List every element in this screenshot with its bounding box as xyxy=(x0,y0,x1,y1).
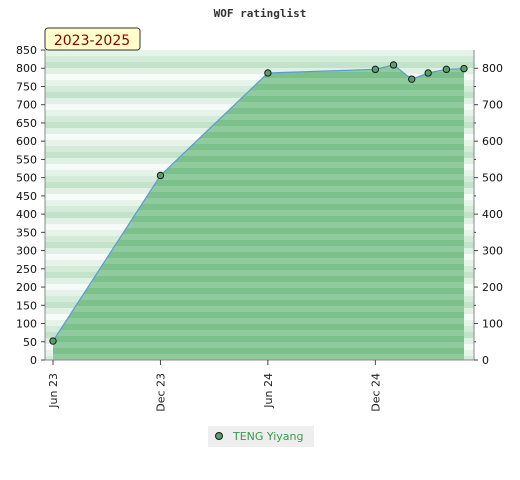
x-tick-label: Jun 23 xyxy=(47,373,60,409)
legend[interactable]: TENG Yiyang xyxy=(208,426,314,447)
y-tick-label-left: 350 xyxy=(16,226,37,239)
y-tick-label-left: 550 xyxy=(16,153,37,166)
y-tick-label-left: 300 xyxy=(16,245,37,258)
date-range-label: 2023-2025 xyxy=(54,33,130,49)
y-tick-label-left: 200 xyxy=(16,281,37,294)
y-tick-label-left: 400 xyxy=(16,208,37,221)
marker-layer xyxy=(49,61,468,345)
y-tick-label-left: 450 xyxy=(16,190,37,203)
legend-marker-icon xyxy=(215,432,223,440)
plot-band xyxy=(45,56,474,62)
legend-background xyxy=(208,426,314,447)
chart-title: WOF ratinglist xyxy=(214,7,307,20)
plot-band xyxy=(45,74,474,80)
data-point xyxy=(371,65,380,74)
series-area xyxy=(53,64,464,360)
y-tick-label-right: 300 xyxy=(482,245,503,258)
date-range-badge-box xyxy=(44,27,141,51)
y-tick-label-right: 400 xyxy=(482,208,503,221)
data-point xyxy=(389,61,398,69)
y-tick-label-right: 200 xyxy=(482,281,503,294)
data-point xyxy=(460,64,468,73)
y-tick-label-left: 800 xyxy=(16,62,37,75)
y-tick-label-left: 150 xyxy=(16,299,37,312)
y-tick-label-left: 600 xyxy=(16,135,37,148)
data-point xyxy=(424,69,432,77)
y-tick-label-right: 600 xyxy=(482,135,503,148)
y-tick-label-left: 250 xyxy=(16,263,37,276)
y-tick-label-right: 700 xyxy=(482,99,503,112)
y-tick-label-left: 700 xyxy=(16,99,37,112)
axes-layer: 0 50 100 150 200 250 300 350 400 450 500 550 600 650 7… xyxy=(16,44,503,412)
x-tick-label: Dec 23 xyxy=(154,373,167,412)
y-tick-label-left: 0 xyxy=(30,354,37,367)
y-tick-label-left: 650 xyxy=(16,117,37,130)
y-tick-label-left: 50 xyxy=(23,336,37,349)
y-tick-label-left: 500 xyxy=(16,172,37,185)
data-point xyxy=(408,75,416,83)
plot-band xyxy=(45,50,474,56)
y-tick-label-right: 500 xyxy=(482,172,503,185)
y-tick-label-right: 100 xyxy=(482,318,503,331)
date-range-badge: 2023-2025 xyxy=(44,27,141,51)
y-tick-label-left: 100 xyxy=(16,318,37,331)
y-tick-label-right: 800 xyxy=(482,62,503,75)
data-point xyxy=(442,65,451,74)
y-tick-label-left: 750 xyxy=(16,80,37,93)
y-tick-label-right: 0 xyxy=(482,354,489,367)
y-tick-label-left: 850 xyxy=(16,44,37,57)
plot-band xyxy=(45,62,474,68)
data-point xyxy=(49,337,57,345)
x-tick-label: Dec 24 xyxy=(369,373,382,412)
data-point xyxy=(156,171,165,180)
legend-series-name: TENG Yiyang xyxy=(232,430,304,443)
x-tick-label: Jun 24 xyxy=(262,373,275,409)
plot-band xyxy=(45,68,474,74)
data-point xyxy=(264,69,272,77)
